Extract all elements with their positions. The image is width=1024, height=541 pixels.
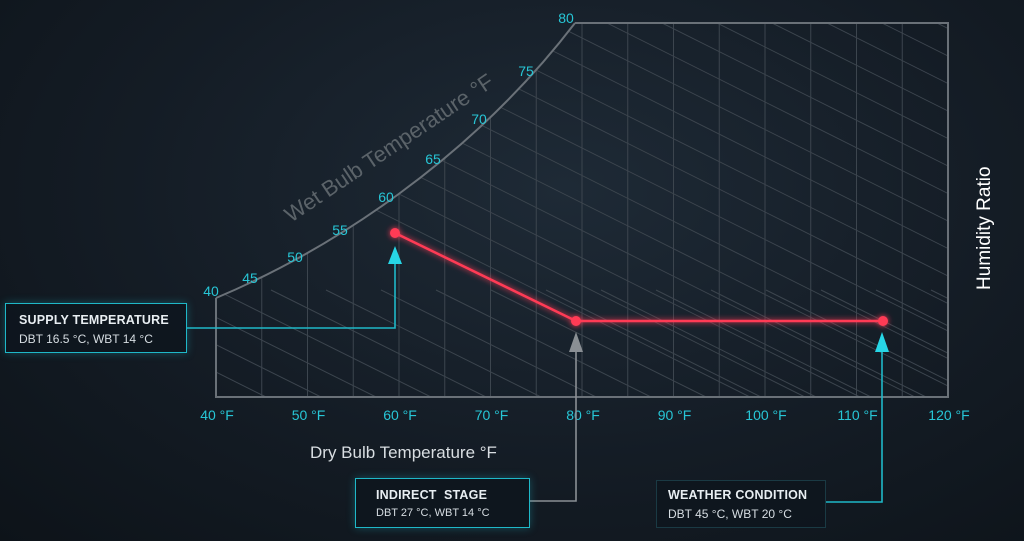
enthalpy-gridline — [600, 23, 948, 397]
enthalpy-gridline — [655, 23, 948, 397]
x-axis-label: Dry Bulb Temperature °F — [310, 443, 497, 462]
indirect-stage-callout: INDIRECT STAGE DBT 27 °C, WBT 14 °C — [355, 478, 530, 528]
wet-bulb-gridline — [216, 289, 322, 397]
enthalpy-gridline — [216, 23, 948, 397]
supply-callout-detail: DBT 16.5 °C, WBT 14 °C — [19, 332, 153, 346]
wet-bulb-gridline — [820, 289, 948, 397]
wet-bulb-gridline — [216, 289, 267, 397]
y-axis-label: Humidity Ratio — [974, 166, 995, 290]
wet-bulb-gridline — [765, 289, 948, 397]
indirect-leader-line — [530, 350, 577, 502]
wet-bulb-gridline — [380, 289, 597, 397]
wet-bulb-gridline — [600, 289, 817, 397]
wet-bulb-gridline — [216, 289, 432, 397]
enthalpy-gridline — [435, 23, 948, 397]
dry-bulb-tick-label: 40 °F — [200, 407, 234, 423]
wet-bulb-tick-label: 55 — [332, 222, 348, 238]
enthalpy-gridline — [270, 23, 948, 397]
wet-bulb-tick-label: 70 — [471, 111, 487, 127]
process-path — [390, 228, 888, 326]
weather-point — [878, 316, 888, 326]
supply-leader-line — [187, 262, 396, 329]
dry-bulb-tick-label: 120 °F — [928, 407, 969, 423]
supply-temperature-callout: SUPPLY TEMPERATURE DBT 16.5 °C, WBT 14 °… — [5, 303, 187, 353]
wet-bulb-tick-label: 50 — [287, 249, 303, 265]
dry-bulb-tick-label: 50 °F — [292, 407, 326, 423]
indirect-point — [571, 316, 581, 326]
wet-bulb-gridline — [710, 289, 927, 397]
dry-bulb-tick-labels: 40 °F 50 °F 60 °F 70 °F 80 °F 90 °F 100 °F 110 … — [200, 407, 970, 423]
supply-arrowhead — [388, 246, 402, 264]
supply-callout-title: SUPPLY TEMPERATURE — [19, 313, 169, 327]
enthalpy-gridline — [216, 23, 812, 397]
wet-bulb-tick-label: 40 — [203, 283, 219, 299]
wet-bulb-gridline — [325, 289, 542, 397]
wet-bulb-gridline — [270, 289, 487, 397]
enthalpy-gridline — [710, 23, 948, 397]
indirect-arrowhead — [569, 332, 583, 352]
weather-callout-detail: DBT 45 °C, WBT 20 °C — [668, 507, 792, 521]
leader-lines — [187, 246, 889, 503]
indirect-callout-detail: DBT 27 °C, WBT 14 °C — [376, 507, 490, 519]
enthalpy-gridline — [545, 23, 948, 397]
supply-point — [390, 228, 400, 238]
weather-leader-line — [826, 350, 883, 503]
enthalpy-gridline — [216, 23, 922, 397]
wet-bulb-tick-label: 80 — [558, 10, 574, 26]
saturation-curve — [215, 22, 576, 299]
wet-bulb-gridline — [986, 290, 1024, 397]
wet-bulb-tick-label: 45 — [242, 270, 258, 286]
chart-frame — [215, 22, 949, 398]
wet-bulb-gridline — [216, 289, 377, 397]
wet-bulb-gridline — [545, 289, 762, 397]
wet-bulb-gridline — [490, 289, 707, 397]
wet-bulb-tick-label: 60 — [378, 189, 394, 205]
dry-bulb-tick-label: 100 °F — [745, 407, 786, 423]
enthalpy-gridline — [875, 23, 948, 397]
wet-bulb-gridline — [930, 289, 948, 397]
weather-callout-title: WEATHER CONDITION — [668, 488, 808, 502]
wet-bulb-gridline — [875, 289, 948, 397]
dry-bulb-tick-label: 80 °F — [566, 407, 600, 423]
process-line — [394, 231, 883, 323]
dry-bulb-tick-label: 60 °F — [383, 407, 417, 423]
dry-bulb-tick-label: 110 °F — [837, 407, 877, 423]
indirect-callout-title: INDIRECT STAGE — [376, 488, 488, 502]
weather-arrowhead — [875, 332, 889, 352]
dry-bulb-tick-label: 90 °F — [658, 407, 692, 423]
dry-bulb-tick-label: 70 °F — [475, 407, 509, 423]
enthalpy-gridline — [490, 23, 948, 397]
enthalpy-gridline — [765, 23, 948, 397]
wet-bulb-tick-label: 75 — [518, 63, 534, 79]
wet-bulb-gridline — [435, 289, 652, 397]
weather-condition-callout: WEATHER CONDITION DBT 45 °C, WBT 20 °C — [656, 480, 826, 528]
wet-bulb-gridline — [655, 289, 872, 397]
wet-bulb-tick-labels: 40 45 50 55 60 65 70 75 80 — [203, 10, 574, 299]
wet-bulb-tick-label: 65 — [425, 151, 441, 167]
